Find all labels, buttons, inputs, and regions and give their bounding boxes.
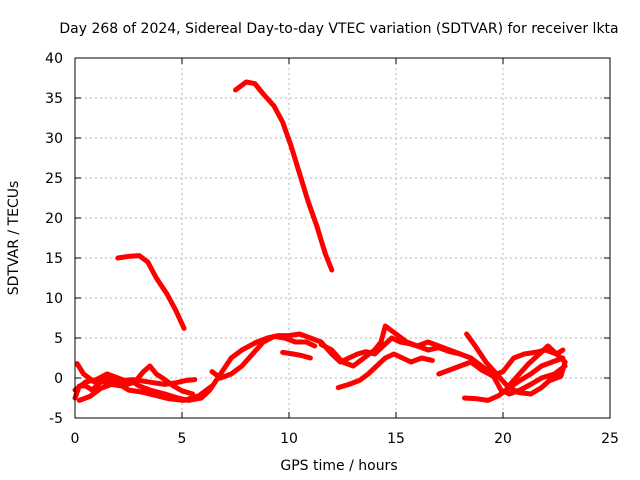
y-tick-label: 30 xyxy=(45,131,63,147)
x-axis-title: GPS time / hours xyxy=(280,458,397,474)
y-tick-label: 35 xyxy=(45,91,63,107)
y-tick-labels: -5 0 5 10 15 20 25 30 35 40 xyxy=(45,51,63,427)
series-line-arc-12 xyxy=(464,331,566,397)
y-tick-label: -5 xyxy=(49,411,63,427)
x-tick-labels: 0 5 10 15 20 25 xyxy=(71,431,619,447)
series-line-arc-10 xyxy=(335,351,435,391)
chart-title: Day 268 of 2024, Sidereal Day-to-day VTE… xyxy=(59,21,618,37)
series-line-arc-13 xyxy=(462,355,566,403)
series-line-arc-14 xyxy=(504,343,568,391)
y-tick-label: 25 xyxy=(45,171,63,187)
x-tick-label: 20 xyxy=(494,431,512,447)
y-tick-label: 5 xyxy=(54,331,63,347)
series-group xyxy=(72,79,568,403)
y-tick-label: 15 xyxy=(45,251,63,267)
series-line-arc-1 xyxy=(115,253,187,331)
axis-ticks xyxy=(74,57,611,419)
x-tick-label: 15 xyxy=(387,431,405,447)
plot-frame xyxy=(74,57,611,419)
y-tick-label: 10 xyxy=(45,291,63,307)
series-line-arc-9 xyxy=(318,323,463,369)
series-line-arc-8 xyxy=(280,349,313,361)
series-line-arc-6 xyxy=(76,363,196,403)
series-line-arc-2 xyxy=(233,79,335,273)
series-line-arc-5 xyxy=(72,371,198,393)
x-tick-label: 5 xyxy=(178,431,187,447)
x-tick-label: 0 xyxy=(71,431,80,447)
series-line-arc-7 xyxy=(209,333,318,381)
y-tick-label: 0 xyxy=(54,371,63,387)
y-axis-title: SDTVAR / TECUs xyxy=(6,181,22,296)
x-tick-label: 25 xyxy=(601,431,619,447)
y-tick-label: 40 xyxy=(45,51,63,67)
y-tick-label: 20 xyxy=(45,211,63,227)
x-tick-label: 10 xyxy=(280,431,298,447)
